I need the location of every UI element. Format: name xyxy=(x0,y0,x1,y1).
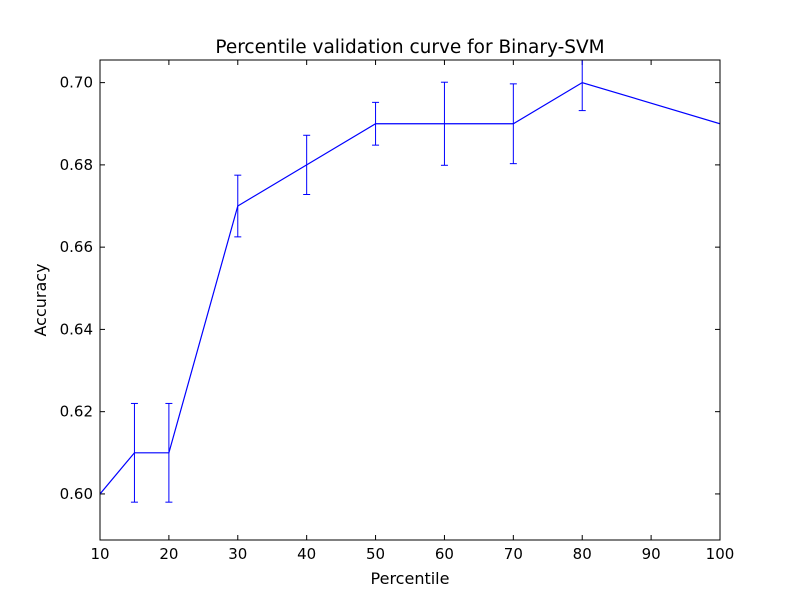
x-tick-label: 20 xyxy=(159,545,178,563)
x-tick-label: 70 xyxy=(504,545,523,563)
error-bar xyxy=(165,402,173,503)
error-bar xyxy=(578,60,586,112)
x-axis-ticks: 10 20 30 40 50 60 70 80 90 100 xyxy=(90,60,734,563)
x-tick-label: 80 xyxy=(573,545,592,563)
error-bar xyxy=(372,101,380,146)
x-axis-label: Percentile xyxy=(371,569,450,588)
error-bar xyxy=(509,83,517,165)
x-tick-label: 30 xyxy=(228,545,247,563)
series-clip-group xyxy=(100,60,720,503)
x-tick-label: 60 xyxy=(435,545,454,563)
error-bar xyxy=(440,81,448,166)
y-axis-label: Accuracy xyxy=(31,263,50,336)
plot-area xyxy=(100,60,720,540)
chart-title: Percentile validation curve for Binary-S… xyxy=(215,37,604,58)
y-tick-label: 0.68 xyxy=(60,156,93,174)
error-bar xyxy=(234,174,242,238)
y-tick-label: 0.66 xyxy=(60,238,93,256)
x-tick-label: 90 xyxy=(642,545,661,563)
y-tick-label: 0.64 xyxy=(60,320,93,338)
y-axis-ticks: 0.60 0.62 0.64 0.66 0.68 0.70 xyxy=(60,74,720,503)
y-tick-label: 0.60 xyxy=(60,485,93,503)
y-tick-label: 0.62 xyxy=(60,403,93,421)
error-bar xyxy=(303,134,311,195)
series-layer xyxy=(100,60,720,503)
x-tick-label: 10 xyxy=(90,545,109,563)
accuracy-line xyxy=(100,81,720,495)
y-tick-label: 0.70 xyxy=(60,74,93,92)
x-tick-label: 100 xyxy=(706,545,735,563)
error-bar xyxy=(130,402,138,503)
plot-frame xyxy=(99,59,721,541)
x-tick-label: 40 xyxy=(297,545,316,563)
x-tick-label: 50 xyxy=(366,545,385,563)
